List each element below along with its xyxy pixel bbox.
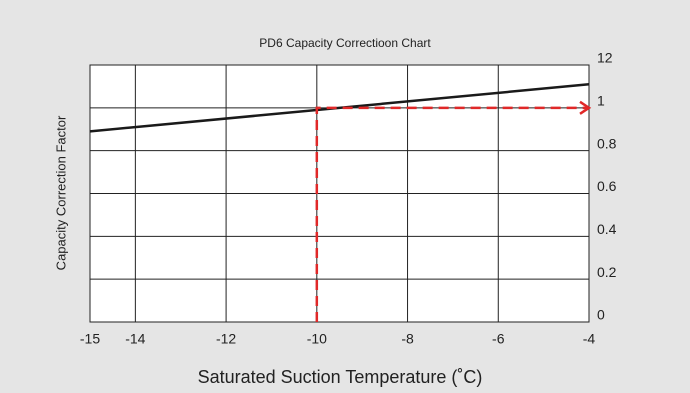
y-tick-label: 1 (597, 93, 605, 109)
chart-title: PD6 Capacity Correctioon Chart (259, 36, 431, 50)
plot-border (89, 64, 590, 323)
x-tick-label: -8 (401, 331, 414, 347)
y-tick-label: 0.6 (597, 178, 617, 194)
x-tick-label: -4 (583, 331, 596, 347)
y-axis-label: Capacity Correction Factor (53, 115, 68, 270)
y-tick-label: 0.8 (597, 135, 617, 151)
x-tick-label: -10 (307, 331, 327, 347)
x-tick-label: -12 (216, 331, 236, 347)
x-tick-label: -14 (125, 331, 145, 347)
guide-arrow (579, 100, 592, 115)
data-line (89, 83, 590, 133)
x-tick-label: -15 (80, 331, 100, 347)
guide-line (315, 106, 589, 322)
y-tick-label: 12 (597, 50, 613, 66)
y-tick-label: 0 (597, 307, 605, 323)
y-tick-label: 0.4 (597, 221, 617, 237)
x-axis-label: Saturated Suction Temperature (˚C) (198, 367, 483, 387)
x-tick-label: -6 (492, 331, 505, 347)
y-tick-label: 0.2 (597, 264, 617, 280)
